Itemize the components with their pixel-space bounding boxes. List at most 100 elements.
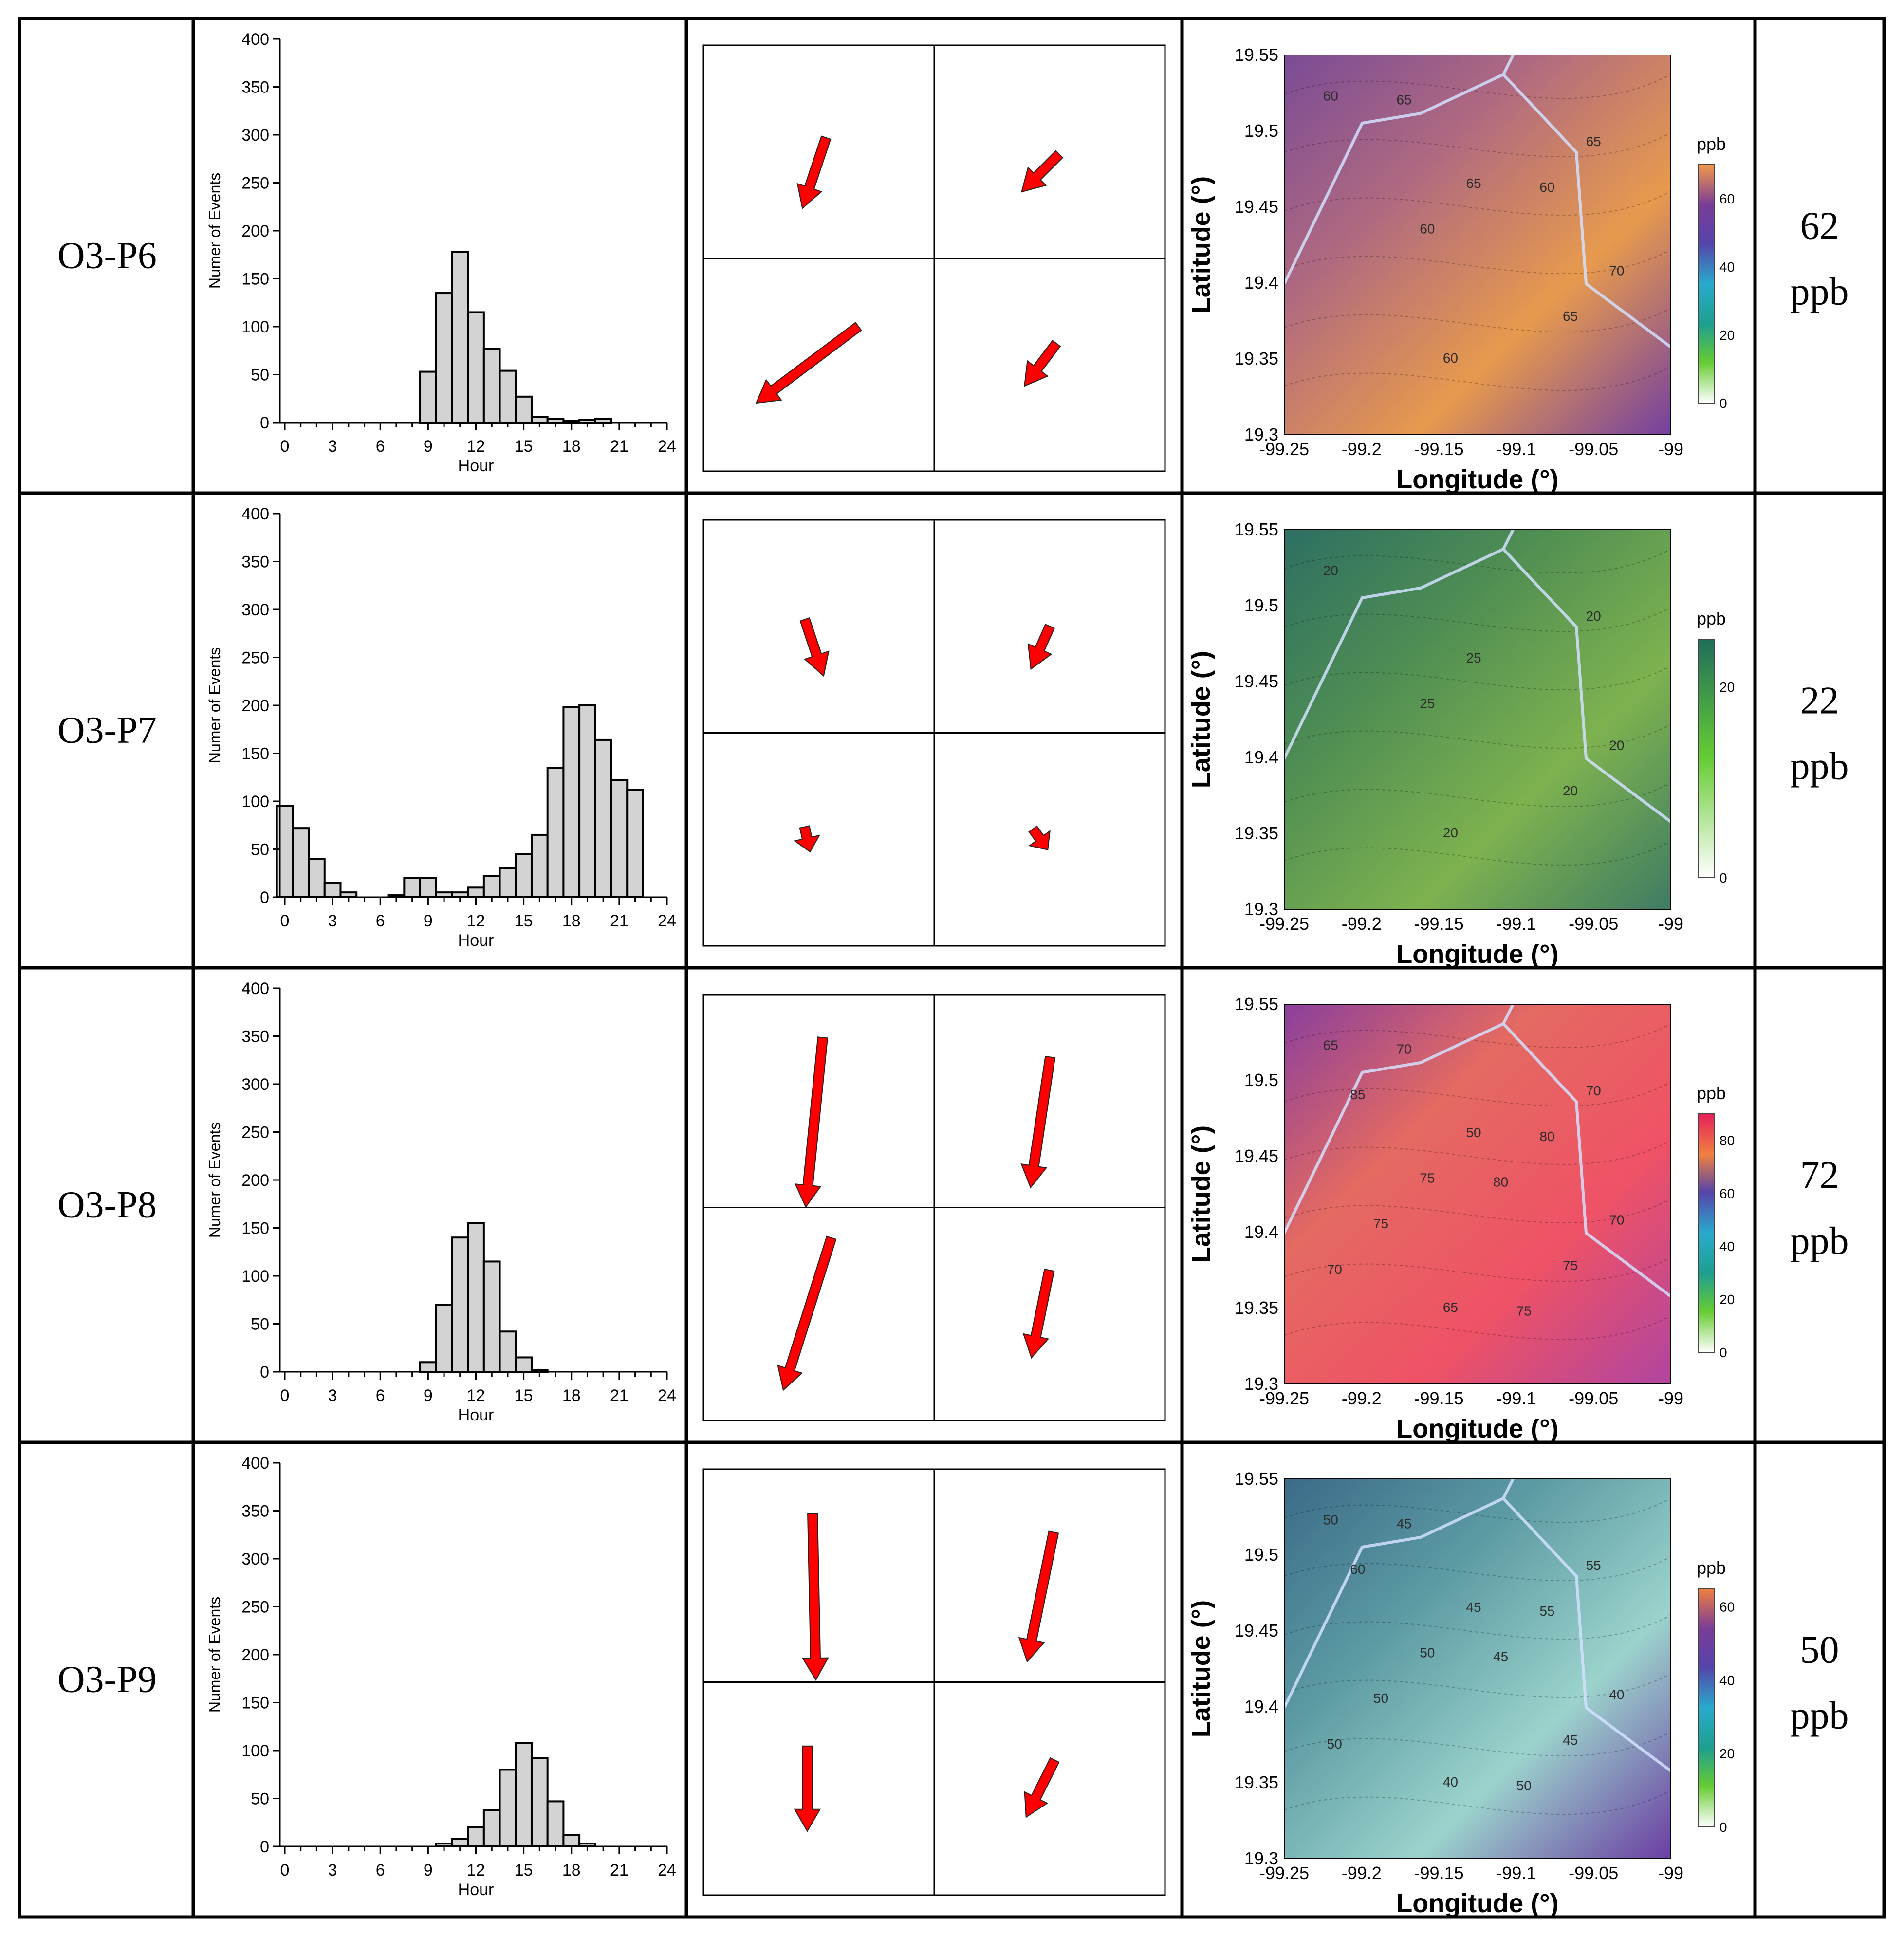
map-frame [1284,529,1671,910]
contour-line [1284,132,1671,157]
histogram-bar [530,416,549,424]
map-y-tick-label: 19.45 [1235,671,1278,691]
map-y-tick-label: 19.3 [1244,899,1278,919]
row-label: O3-P9 [57,1658,157,1700]
contour-label: 20 [1323,563,1338,578]
y-tick-label: 300 [241,601,269,619]
contour-line [1284,1257,1671,1282]
y-tick-label: 400 [241,979,269,998]
histogram: 0 50 100 150 200 250 300 350 400 0 3 6 9 12 15 18 21 24 Ho… [206,1454,676,1899]
map-x-tick-label: -99.15 [1414,1388,1464,1408]
contour-line [1284,1556,1671,1581]
y-tick-label: 200 [241,1646,269,1664]
histogram-bar [467,886,485,899]
contour-label: 70 [1327,1262,1342,1277]
colorbar-title: ppb [1697,134,1726,154]
map-y-tick-label: 19.45 [1235,197,1278,217]
map-x-tick-label: -99.2 [1342,439,1382,459]
ozone-unit: ppb [1791,271,1849,313]
y-tick-label: 150 [241,1219,269,1238]
y-axis-label: Numer of Events [206,647,223,763]
y-tick-label: 100 [241,318,269,336]
ozone-value: 22 [1800,680,1839,722]
x-tick-label: 21 [610,912,629,930]
wind-arrow [794,1745,821,1832]
wind-arrow [793,825,821,853]
colorbar-tick-label: 60 [1719,1600,1735,1615]
histogram-bar [562,706,581,898]
contour-line [1284,1023,1671,1048]
contour-label: 50 [1327,1736,1342,1752]
map-y-tick-label: 19.3 [1244,1848,1278,1868]
x-tick-label: 18 [562,1386,581,1405]
map-x-tick-label: -99.1 [1496,439,1536,459]
histogram-bar [451,1236,469,1373]
colorbar-tick-label: 20 [1719,1292,1735,1307]
map-y-tick-label: 19.35 [1235,1298,1278,1318]
wind-arrow [1024,1757,1060,1818]
histogram-bar [323,882,342,898]
ozone-map: 20 25 20 20 20 25 20 -99.25 -99.2 -99.15 -99.1 -99.… [1186,519,1683,969]
contour-label: 75 [1516,1304,1532,1319]
contour-line [1284,1140,1671,1165]
contour-label: 65 [1586,134,1601,149]
wind-arrow [802,1513,829,1681]
contour-label: 50 [1373,1691,1388,1706]
colorbar-tick-label: 40 [1719,1673,1735,1688]
contour-label: 80 [1539,1129,1554,1144]
y-tick-label: 400 [241,1454,269,1473]
y-axis-label: Numer of Events [206,1597,223,1713]
x-tick-label: 6 [376,437,385,456]
map-y-axis-label: Latitude (°) [1186,176,1216,314]
map-surface [1284,1004,1671,1384]
y-tick-label: 50 [251,366,269,385]
histogram: 0 50 100 150 200 250 300 350 400 0 3 6 9 12 15 18 21 24 Ho… [206,30,676,475]
histogram-bar [403,877,422,898]
y-axis-label: Numer of Events [206,173,223,289]
wind-arrow [796,135,832,209]
ozone-unit: ppb [1791,745,1849,788]
histogram-bar [499,1769,517,1847]
map-x-tick-label: -99.05 [1569,439,1618,459]
map-y-axis-label: Latitude (°) [1186,651,1216,789]
histogram-bar [515,853,533,898]
contour-line [1284,1082,1671,1106]
boundary-line [1283,1478,1672,1772]
histogram: 0 50 100 150 200 250 300 350 400 0 3 6 9 12 15 18 21 24 Ho… [206,979,676,1424]
colorbar-tick-label: 20 [1719,680,1735,695]
map-x-tick-label: -99.05 [1569,914,1618,934]
map-y-axis-label: Latitude (°) [1186,1125,1216,1263]
contour-label: 65 [1563,309,1578,324]
wind-arrow [755,322,862,404]
y-tick-label: 350 [241,553,269,572]
histogram-bar [499,867,517,899]
contour-line [1284,191,1671,216]
contour-label: 70 [1397,1041,1412,1056]
wind-arrow [777,1235,837,1391]
histogram-bar [482,1260,501,1373]
contour-line [1284,366,1671,391]
x-tick-label: 6 [376,912,385,930]
contour-label: 45 [1397,1516,1412,1531]
colorbar-scale [1698,1588,1715,1827]
map-x-tick-label: -99.2 [1342,1388,1382,1408]
histogram-bar [546,1800,565,1847]
histogram-bar [482,875,501,899]
histogram-bar [626,789,644,898]
x-tick-label: 12 [467,1861,485,1880]
map-x-tick-label: -99 [1658,914,1683,934]
x-tick-label: 15 [515,437,533,456]
histogram-bar [499,1330,517,1373]
colorbar-tick-label: 40 [1719,259,1735,275]
histogram: 0 50 100 150 200 250 300 350 400 0 3 6 9 12 15 18 21 24 Ho… [206,505,676,950]
wind-arrow [799,617,830,677]
contour-label: 45 [1493,1649,1508,1664]
histogram-bar [467,311,485,424]
contour-label: 55 [1539,1604,1554,1619]
ozone-unit: ppb [1791,1695,1849,1737]
contour-label: 60 [1420,221,1435,237]
x-tick-label: 9 [424,1386,433,1405]
contour-label: 40 [1443,1774,1458,1789]
contour-label: 65 [1323,1038,1338,1053]
